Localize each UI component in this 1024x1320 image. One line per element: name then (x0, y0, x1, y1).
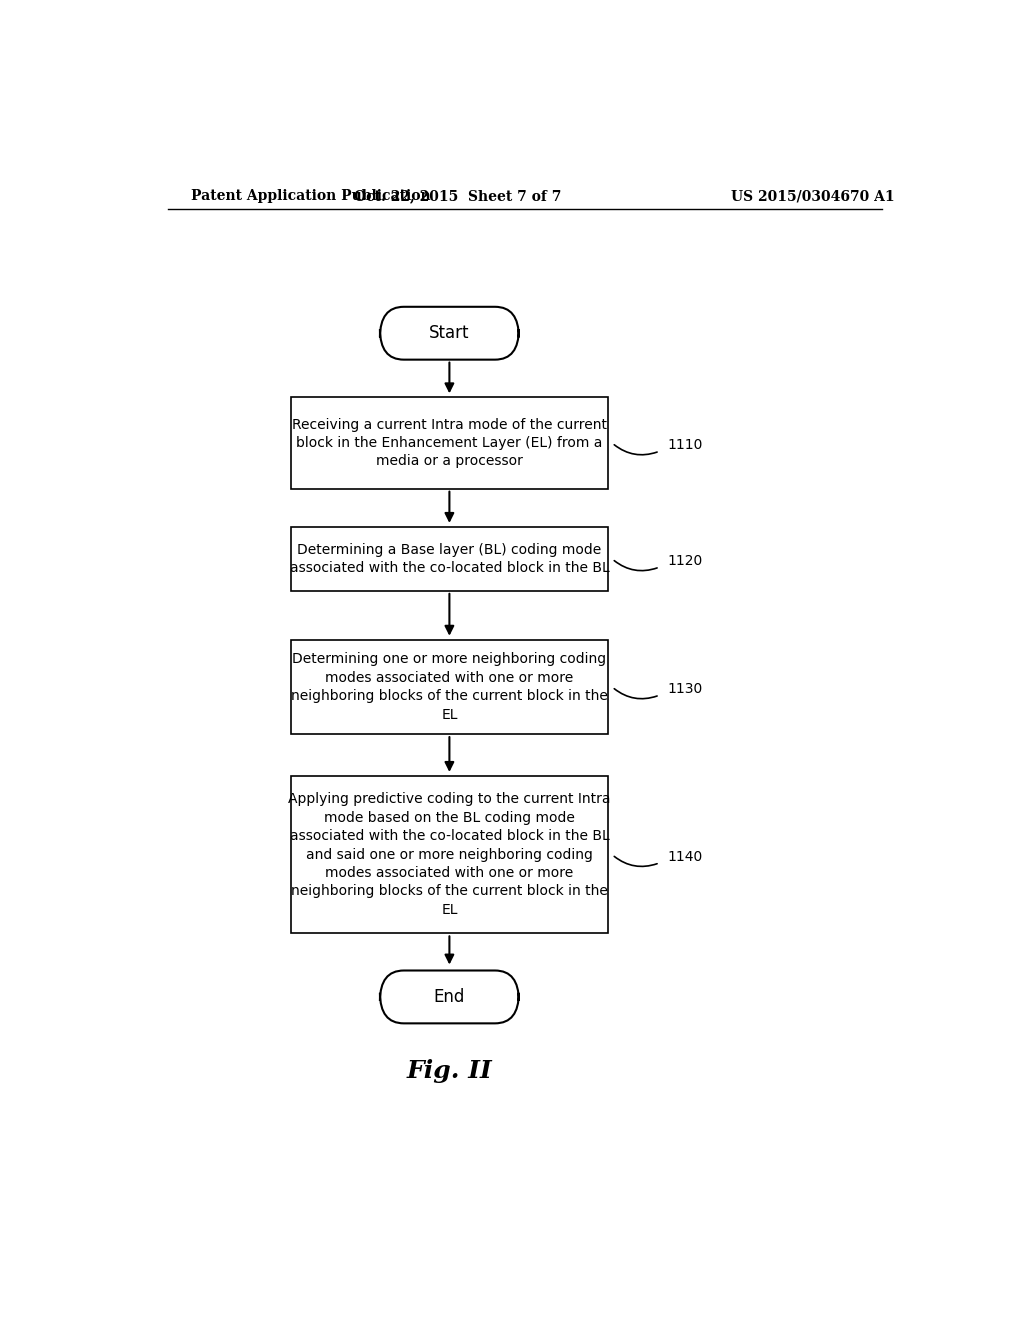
Text: Patent Application Publication: Patent Application Publication (191, 189, 431, 203)
Text: 1140: 1140 (668, 850, 702, 863)
Text: 1130: 1130 (668, 682, 702, 696)
Bar (291, 397, 608, 488)
Text: Oct. 22, 2015  Sheet 7 of 7: Oct. 22, 2015 Sheet 7 of 7 (353, 189, 561, 203)
FancyBboxPatch shape (380, 970, 519, 1023)
Text: 1110: 1110 (668, 438, 703, 451)
Bar (291, 640, 608, 734)
Text: Determining a Base layer (BL) coding mode
associated with the co-located block i: Determining a Base layer (BL) coding mod… (290, 543, 609, 576)
Text: US 2015/0304670 A1: US 2015/0304670 A1 (731, 189, 895, 203)
Text: Fig. II: Fig. II (407, 1059, 493, 1084)
Text: Start: Start (429, 325, 470, 342)
Bar (291, 776, 608, 933)
FancyBboxPatch shape (380, 306, 519, 359)
Text: End: End (434, 987, 465, 1006)
Text: Applying predictive coding to the current Intra
mode based on the BL coding mode: Applying predictive coding to the curren… (288, 792, 610, 917)
Text: 1120: 1120 (668, 554, 702, 568)
Bar (291, 527, 608, 591)
Text: Determining one or more neighboring coding
modes associated with one or more
nei: Determining one or more neighboring codi… (291, 652, 608, 722)
Text: Receiving a current Intra mode of the current
block in the Enhancement Layer (EL: Receiving a current Intra mode of the cu… (292, 417, 607, 469)
